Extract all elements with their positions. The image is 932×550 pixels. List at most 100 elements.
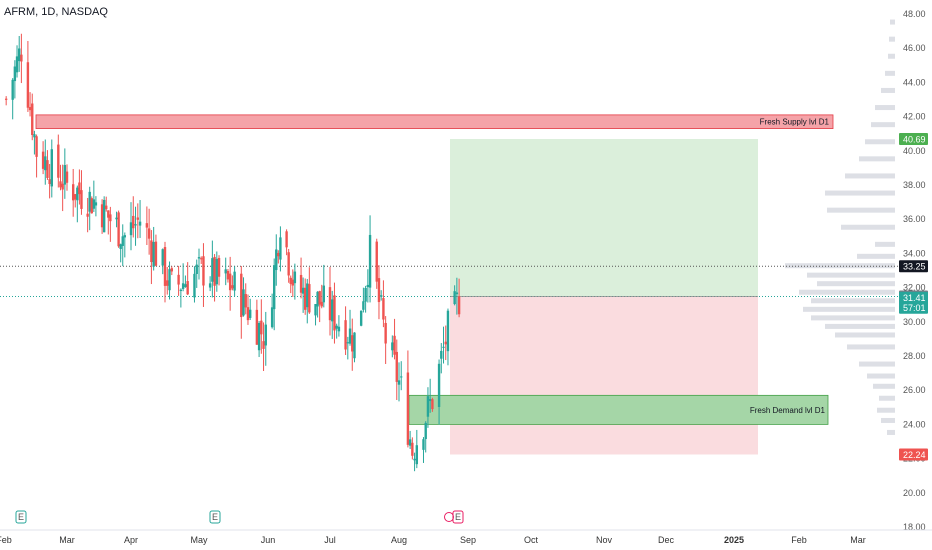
candle[interactable] <box>440 343 443 374</box>
candle[interactable] <box>61 164 64 212</box>
candle[interactable] <box>117 210 120 248</box>
candle[interactable] <box>279 226 282 272</box>
candle[interactable] <box>215 251 219 292</box>
candle[interactable] <box>308 267 311 314</box>
candle[interactable] <box>424 421 427 453</box>
candle[interactable] <box>453 285 456 306</box>
candle[interactable] <box>154 234 158 267</box>
candle[interactable] <box>379 290 383 301</box>
candle[interactable] <box>411 437 414 460</box>
candle[interactable] <box>48 164 51 199</box>
candle[interactable] <box>395 339 398 401</box>
candle[interactable] <box>80 170 83 215</box>
candle[interactable] <box>166 267 169 295</box>
candle[interactable] <box>262 322 265 372</box>
candle[interactable] <box>211 240 214 298</box>
candle[interactable] <box>88 186 91 231</box>
candle[interactable] <box>353 332 356 363</box>
candle[interactable] <box>197 248 201 280</box>
candle[interactable] <box>186 262 189 295</box>
candle[interactable] <box>246 294 250 325</box>
candle[interactable] <box>455 277 459 315</box>
candle[interactable] <box>304 278 307 315</box>
candle[interactable] <box>231 275 234 291</box>
candle[interactable] <box>109 206 112 242</box>
candle[interactable] <box>123 232 127 258</box>
candle[interactable] <box>397 362 401 402</box>
candle[interactable] <box>179 288 183 308</box>
candle[interactable] <box>368 215 372 303</box>
candle[interactable] <box>289 275 292 294</box>
candle[interactable] <box>150 230 153 285</box>
candle[interactable] <box>59 164 62 191</box>
candle[interactable] <box>287 248 290 283</box>
candle[interactable] <box>44 139 47 185</box>
candle[interactable] <box>46 150 49 180</box>
candle[interactable] <box>377 265 381 320</box>
candle[interactable] <box>446 308 450 366</box>
candle[interactable] <box>74 193 77 208</box>
candle[interactable] <box>90 196 93 214</box>
candle[interactable] <box>275 234 278 286</box>
candle[interactable] <box>63 148 67 199</box>
candle[interactable] <box>20 33 23 84</box>
candle[interactable] <box>147 208 151 255</box>
candle[interactable] <box>213 254 216 302</box>
candle[interactable] <box>41 141 45 175</box>
candle[interactable] <box>115 211 118 228</box>
candle[interactable] <box>240 265 243 339</box>
candle[interactable] <box>301 277 305 313</box>
candle[interactable] <box>100 199 104 234</box>
candle[interactable] <box>255 299 259 345</box>
candle[interactable] <box>18 36 21 72</box>
candle[interactable] <box>57 134 60 188</box>
candle[interactable] <box>264 311 267 366</box>
candle[interactable] <box>437 359 441 425</box>
supply-zone[interactable] <box>35 114 834 129</box>
candle[interactable] <box>291 269 294 298</box>
candle[interactable] <box>193 266 196 303</box>
candle[interactable] <box>364 285 367 313</box>
candle[interactable] <box>306 278 309 324</box>
candle[interactable] <box>400 361 403 391</box>
candle[interactable] <box>105 196 108 212</box>
earnings-icon[interactable] <box>15 510 27 524</box>
candle[interactable] <box>152 226 155 271</box>
candle[interactable] <box>233 266 236 296</box>
candle[interactable] <box>293 263 297 300</box>
earnings-icon[interactable] <box>209 510 221 524</box>
candle[interactable] <box>132 196 135 238</box>
time-axis[interactable]: Feb Mar Apr May Jun Jul Aug Sep Oct Nov Dec 2025 Feb… <box>0 529 932 545</box>
candle[interactable] <box>163 241 167 303</box>
candle[interactable] <box>11 78 14 120</box>
candle[interactable] <box>299 257 303 299</box>
candle[interactable] <box>121 224 124 267</box>
candle[interactable] <box>134 206 137 246</box>
candle[interactable] <box>50 139 53 198</box>
candle[interactable] <box>366 269 370 303</box>
candle[interactable] <box>335 323 338 339</box>
position-stop-zone[interactable] <box>450 296 758 455</box>
candle[interactable] <box>228 256 232 311</box>
candle[interactable] <box>406 350 410 448</box>
candle[interactable] <box>65 164 69 191</box>
candle[interactable] <box>359 310 363 327</box>
candle[interactable] <box>202 243 205 307</box>
candle[interactable] <box>337 315 341 337</box>
candle[interactable] <box>428 378 432 413</box>
candle[interactable] <box>195 259 198 288</box>
candle[interactable] <box>78 169 81 205</box>
candle[interactable] <box>161 248 164 275</box>
candle[interactable] <box>13 60 17 99</box>
candle[interactable] <box>107 210 110 235</box>
candle[interactable] <box>344 306 347 356</box>
candle[interactable] <box>314 304 317 326</box>
candle[interactable] <box>15 45 19 78</box>
candle[interactable] <box>138 200 142 238</box>
candle[interactable] <box>92 180 96 212</box>
candle[interactable] <box>415 429 419 469</box>
candle[interactable] <box>408 430 412 449</box>
